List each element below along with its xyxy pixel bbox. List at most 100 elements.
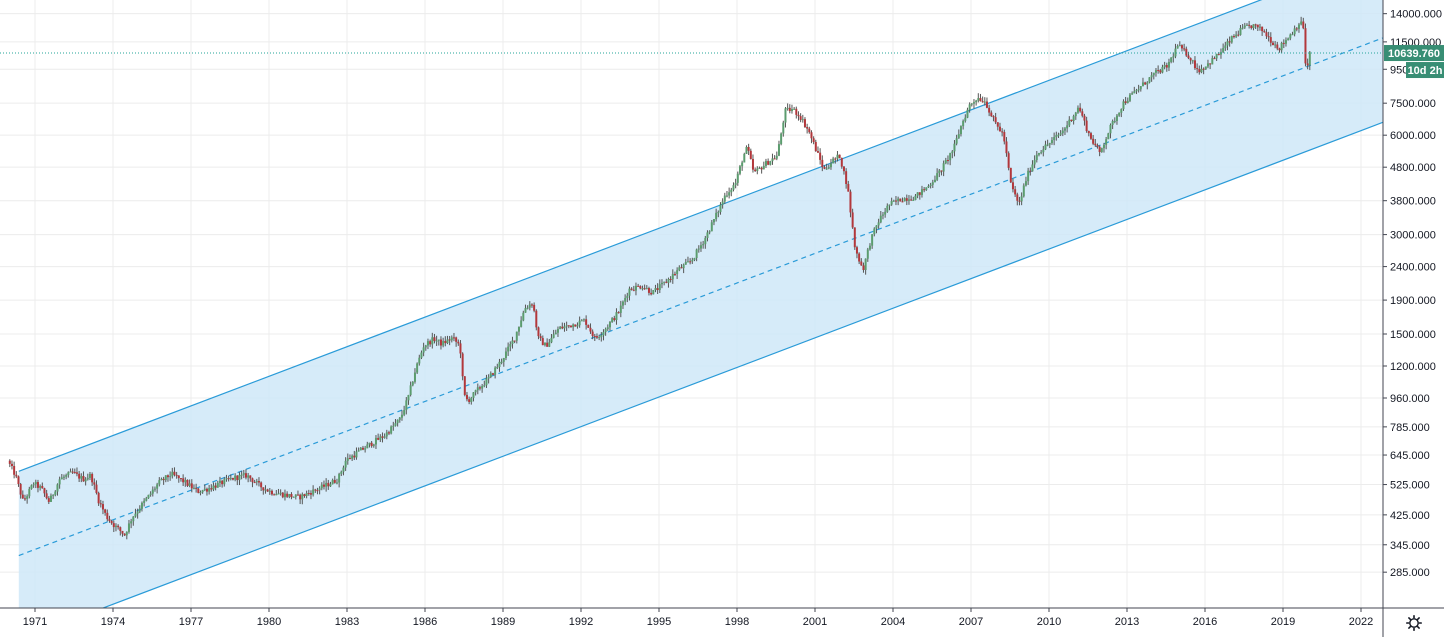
- candle-down: [455, 337, 458, 342]
- candle-down: [918, 192, 921, 195]
- candle-down: [1007, 153, 1010, 168]
- candle-down: [1267, 36, 1270, 38]
- candle-up: [156, 484, 159, 489]
- candle-up: [780, 133, 783, 145]
- candle-up: [548, 342, 551, 347]
- candle-up: [1020, 196, 1023, 202]
- candle-down: [173, 471, 176, 475]
- candle-down: [1089, 133, 1092, 139]
- y-tick-label: 1200.000: [1390, 361, 1436, 373]
- candle-up: [1024, 181, 1027, 186]
- candle-down: [760, 167, 763, 170]
- candle-up: [234, 475, 237, 480]
- candle-down: [1217, 53, 1220, 55]
- candle-up: [498, 361, 501, 368]
- candle-down: [244, 473, 247, 478]
- candle-down: [788, 107, 791, 112]
- candle-down: [1306, 63, 1309, 66]
- candle-up: [892, 200, 895, 202]
- candle-down: [1183, 48, 1186, 50]
- candle-up: [1241, 27, 1244, 29]
- candle-down: [546, 342, 549, 347]
- candle-up: [1226, 41, 1229, 46]
- candle-up: [520, 320, 523, 327]
- x-tick-label: 2001: [803, 616, 827, 628]
- candle-down: [97, 492, 100, 504]
- candle-up: [160, 478, 163, 481]
- candle-up: [283, 493, 286, 498]
- candle-down: [210, 488, 213, 490]
- x-tick-label: 1986: [413, 616, 437, 628]
- candle-up: [288, 494, 291, 497]
- x-tick-label: 2022: [1349, 616, 1373, 628]
- candle-down: [816, 151, 819, 153]
- candle-down: [988, 107, 991, 113]
- candle-up: [641, 288, 644, 290]
- channel-lower-line: [101, 121, 1383, 608]
- candle-up: [292, 496, 295, 498]
- candle-up: [897, 198, 900, 202]
- candle-down: [195, 487, 198, 489]
- y-tick-label: 785.000: [1390, 422, 1430, 434]
- candle-down: [270, 490, 273, 495]
- candle-down: [75, 472, 78, 474]
- candle-up: [624, 297, 627, 302]
- regression-channel[interactable]: [18, 0, 1391, 637]
- candle-down: [1124, 101, 1127, 103]
- candle-down: [322, 484, 325, 487]
- candle-down: [119, 527, 122, 531]
- candle-down: [1185, 48, 1188, 56]
- candle-down: [286, 493, 289, 497]
- candle-up: [405, 400, 408, 411]
- candle-up: [366, 444, 369, 449]
- candle-up: [775, 155, 778, 159]
- candle-down: [637, 285, 640, 287]
- candle-up: [481, 386, 484, 389]
- candle-down: [381, 436, 384, 438]
- candle-down: [858, 253, 861, 262]
- candle-up: [420, 352, 423, 358]
- candle-down: [656, 288, 659, 291]
- candle-down: [537, 327, 540, 337]
- chart-settings-button[interactable]: [1383, 609, 1444, 637]
- candle-up: [325, 482, 328, 487]
- y-tick-label: 3000.000: [1390, 230, 1436, 242]
- candle-down: [1228, 41, 1231, 43]
- candle-up: [1066, 125, 1069, 129]
- candle-down: [463, 376, 466, 395]
- candle-down: [1295, 28, 1298, 30]
- candle-down: [491, 373, 494, 375]
- candle-up: [793, 108, 796, 110]
- candle-down: [110, 521, 113, 524]
- candle-down: [539, 336, 542, 339]
- candle-up: [598, 336, 601, 338]
- candle-down: [533, 304, 536, 311]
- candle-up: [912, 200, 915, 202]
- candle-up: [606, 327, 609, 329]
- candle-up: [470, 397, 473, 402]
- candle-down: [632, 289, 635, 291]
- candle-up: [1031, 164, 1034, 172]
- candle-down: [585, 319, 588, 325]
- candle-down: [1029, 170, 1032, 172]
- candle-down: [747, 146, 750, 151]
- candle-up: [1128, 94, 1131, 101]
- candle-down: [1209, 63, 1212, 65]
- candle-down: [799, 116, 802, 120]
- candle-up: [1053, 137, 1056, 141]
- candle-down: [1087, 131, 1090, 134]
- candle-up: [502, 358, 505, 362]
- candle-down: [101, 504, 104, 510]
- candle-up: [409, 385, 412, 395]
- candle-up: [955, 138, 958, 144]
- candle-up: [1287, 38, 1290, 41]
- candle-up: [418, 357, 421, 364]
- candle-up: [663, 281, 666, 283]
- candle-up: [1152, 72, 1155, 76]
- candle-up: [873, 228, 876, 235]
- y-tick-label: 4800.000: [1390, 162, 1436, 174]
- candle-down: [93, 482, 96, 485]
- candle-up: [1191, 60, 1194, 62]
